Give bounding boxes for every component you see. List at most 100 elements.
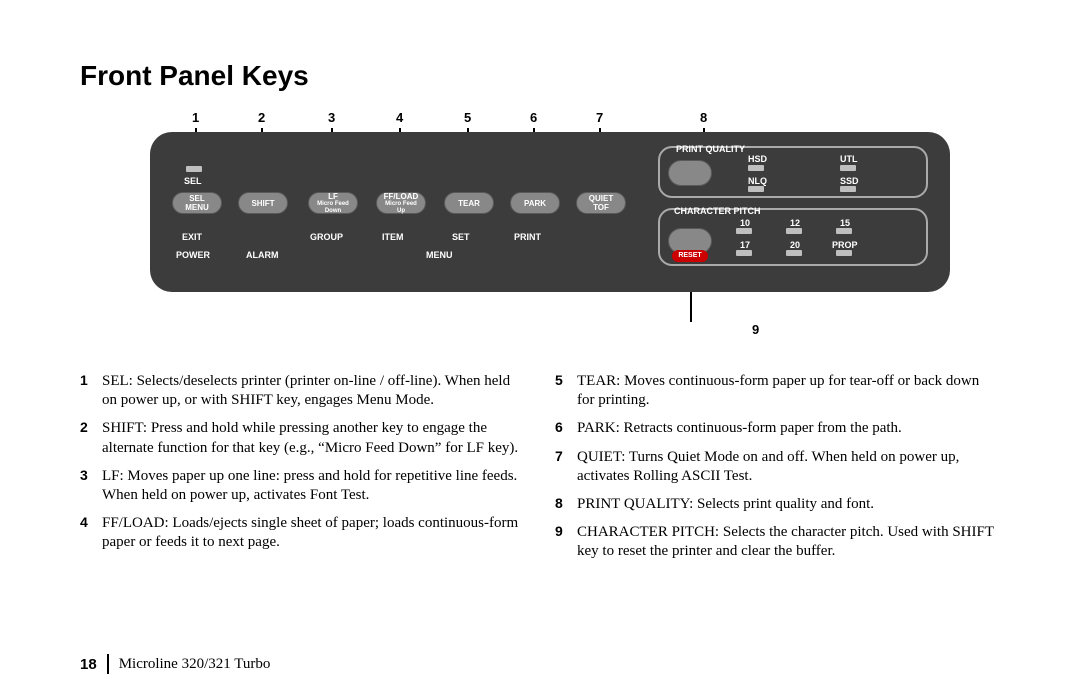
lf-sub2: Down xyxy=(325,208,341,215)
cp-prop-led xyxy=(836,250,852,256)
callout-7: 7 xyxy=(596,110,603,125)
pq-title: PRINT QUALITY xyxy=(676,144,745,154)
txt-6: PARK: Retracts continuous-form paper fro… xyxy=(577,419,902,438)
lf-sub1: Micro Feed xyxy=(317,201,349,208)
callout-8: 8 xyxy=(700,110,707,125)
sel-led xyxy=(186,166,202,172)
desc-item-9: 9CHARACTER PITCH: Selects the character … xyxy=(555,523,1000,561)
txt-8: PRINT QUALITY: Selects print quality and… xyxy=(577,495,874,514)
desc-item-8: 8PRINT QUALITY: Selects print quality an… xyxy=(555,495,1000,514)
front-panel: SEL SEL MENU SHIFT LF Micro Feed Down FF… xyxy=(150,132,950,292)
menu-label: MENU xyxy=(426,250,453,260)
txt-5: TEAR: Moves continuous-form paper up for… xyxy=(577,372,1000,410)
cp-10-led xyxy=(736,228,752,234)
alarm-label: ALARM xyxy=(246,250,279,260)
shift-button[interactable]: SHIFT xyxy=(238,192,288,214)
item-label: ITEM xyxy=(382,232,404,242)
reset-badge: RESET xyxy=(672,250,708,262)
cp-title: CHARACTER PITCH xyxy=(674,206,761,216)
txt-9: CHARACTER PITCH: Selects the character p… xyxy=(577,523,1000,561)
callout-5: 5 xyxy=(464,110,471,125)
num-9: 9 xyxy=(555,523,577,561)
cp-20-led xyxy=(786,250,802,256)
callout-2: 2 xyxy=(258,110,265,125)
cp-15: 15 xyxy=(840,218,850,228)
callout-4: 4 xyxy=(396,110,403,125)
pq-ssd-led xyxy=(840,186,856,192)
num-2: 2 xyxy=(80,419,102,457)
quiet-button[interactable]: QUIET TOF xyxy=(576,192,626,214)
ff-sub2: Up xyxy=(397,208,405,215)
page-title: Front Panel Keys xyxy=(80,60,1000,92)
quiet-sub: TOF xyxy=(593,203,609,212)
cp-12: 12 xyxy=(790,218,800,228)
power-label: POWER xyxy=(176,250,210,260)
sel-button[interactable]: SEL MENU xyxy=(172,192,222,214)
pq-utl: UTL xyxy=(840,154,858,164)
model-name: Microline 320/321 Turbo xyxy=(119,656,271,673)
desc-item-2: 2SHIFT: Press and hold while pressing an… xyxy=(80,419,525,457)
tear-button[interactable]: TEAR xyxy=(444,192,494,214)
pq-nlq: NLQ xyxy=(748,176,767,186)
exit-label: EXIT xyxy=(182,232,202,242)
sel-button-top: SEL xyxy=(189,194,205,203)
txt-7: QUIET: Turns Quiet Mode on and off. When… xyxy=(577,448,1000,486)
num-3: 3 xyxy=(80,467,102,505)
group-label: GROUP xyxy=(310,232,343,242)
panel-diagram: 1 2 3 4 5 6 7 8 SEL SEL MENU SHIFT LF Mi… xyxy=(150,110,1000,332)
pq-nlq-led xyxy=(748,186,764,192)
pq-hsd-led xyxy=(748,165,764,171)
cp-15-led xyxy=(836,228,852,234)
desc-item-5: 5TEAR: Moves continuous-form paper up fo… xyxy=(555,372,1000,410)
print-label: PRINT xyxy=(514,232,541,242)
park-button[interactable]: PARK xyxy=(510,192,560,214)
num-6: 6 xyxy=(555,419,577,438)
shift-button-label: SHIFT xyxy=(251,199,274,208)
num-5: 5 xyxy=(555,372,577,410)
ff-sub1: Micro Feed xyxy=(385,201,417,208)
set-label: SET xyxy=(452,232,470,242)
ff-top: FF/LOAD xyxy=(384,192,419,201)
ffload-button[interactable]: FF/LOAD Micro Feed Up xyxy=(376,192,426,214)
quiet-top: QUIET xyxy=(589,194,613,203)
desc-item-3: 3LF: Moves paper up one line: press and … xyxy=(80,467,525,505)
desc-item-4: 4FF/LOAD: Loads/ejects single sheet of p… xyxy=(80,514,525,552)
lf-top: LF xyxy=(328,192,338,201)
num-1: 1 xyxy=(80,372,102,410)
footer-divider xyxy=(107,654,109,674)
num-7: 7 xyxy=(555,448,577,486)
description-columns: 1SEL: Selects/deselects printer (printer… xyxy=(80,372,1000,571)
callout-1: 1 xyxy=(192,110,199,125)
cp-17-led xyxy=(736,250,752,256)
callouts-bottom: 9 xyxy=(150,292,1000,332)
column-right: 5TEAR: Moves continuous-form paper up fo… xyxy=(555,372,1000,571)
cp-10: 10 xyxy=(740,218,750,228)
column-left: 1SEL: Selects/deselects printer (printer… xyxy=(80,372,525,571)
num-8: 8 xyxy=(555,495,577,514)
page-footer: 18 Microline 320/321 Turbo xyxy=(80,654,270,674)
desc-item-1: 1SEL: Selects/deselects printer (printer… xyxy=(80,372,525,410)
cp-prop: PROP xyxy=(832,240,858,250)
callout-9: 9 xyxy=(752,322,759,337)
cp-17: 17 xyxy=(740,240,750,250)
txt-3: LF: Moves paper up one line: press and h… xyxy=(102,467,525,505)
lf-button[interactable]: LF Micro Feed Down xyxy=(308,192,358,214)
sel-button-sub: MENU xyxy=(185,203,209,212)
page-number: 18 xyxy=(80,656,97,673)
callout-3: 3 xyxy=(328,110,335,125)
cp-20: 20 xyxy=(790,240,800,250)
txt-2: SHIFT: Press and hold while pressing ano… xyxy=(102,419,525,457)
txt-1: SEL: Selects/deselects printer (printer … xyxy=(102,372,525,410)
sel-label: SEL xyxy=(184,176,202,186)
pq-hsd: HSD xyxy=(748,154,767,164)
pq-ssd: SSD xyxy=(840,176,859,186)
pq-button[interactable] xyxy=(668,160,712,186)
callout-6: 6 xyxy=(530,110,537,125)
callouts-top: 1 2 3 4 5 6 7 8 xyxy=(150,110,1000,132)
tear-label: TEAR xyxy=(458,199,480,208)
num-4: 4 xyxy=(80,514,102,552)
txt-4: FF/LOAD: Loads/ejects single sheet of pa… xyxy=(102,514,525,552)
park-label: PARK xyxy=(524,199,546,208)
pq-utl-led xyxy=(840,165,856,171)
desc-item-6: 6PARK: Retracts continuous-form paper fr… xyxy=(555,419,1000,438)
